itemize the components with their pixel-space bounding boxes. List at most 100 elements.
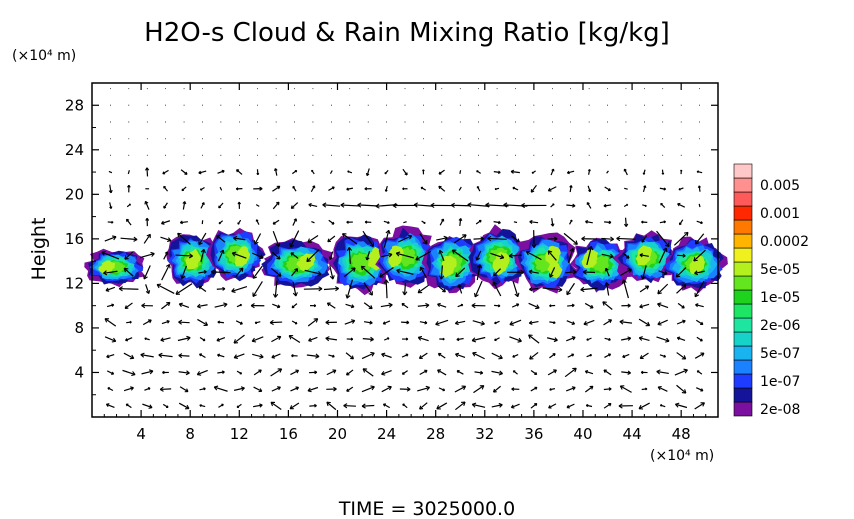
wind-vector [641, 220, 648, 224]
wind-vector [458, 218, 463, 226]
vector-shaft [549, 267, 556, 278]
vector-head [217, 353, 221, 357]
wind-vector [513, 221, 518, 224]
wind-vector [252, 265, 263, 279]
vector-head [129, 354, 135, 360]
wind-vector [292, 185, 297, 192]
vector-head [437, 369, 442, 374]
vector-shaft [345, 352, 354, 360]
vector-head [514, 292, 520, 298]
vector-head [450, 202, 455, 208]
wind-vector [178, 370, 190, 376]
vector-shaft [587, 185, 591, 192]
wind-vector [587, 169, 591, 175]
vector-shaft [366, 168, 370, 176]
wind-vector [530, 184, 537, 193]
wind-vector [328, 354, 335, 358]
wind-vector [251, 336, 264, 343]
cloud-core [101, 260, 116, 271]
vector-head [402, 291, 408, 296]
vector-shaft [125, 337, 133, 342]
vector-head [553, 369, 557, 374]
vector-head [350, 319, 356, 324]
vector-shaft [216, 288, 225, 290]
vector-head [438, 275, 445, 280]
vector-head [180, 274, 186, 280]
vector-head [657, 289, 662, 295]
vector-shaft [622, 353, 630, 358]
vector-head [665, 242, 670, 248]
vector-head [609, 253, 614, 259]
vector-head [657, 302, 662, 308]
vector-head [289, 243, 295, 248]
vector-head [497, 170, 501, 174]
wind-vector [586, 353, 593, 358]
wind-vector [127, 170, 130, 175]
wind-vector [621, 279, 629, 299]
x-tick-label: 44 [623, 425, 642, 443]
vector-head [357, 202, 362, 208]
vector-shaft [344, 319, 355, 325]
vector-head [221, 403, 224, 407]
wind-vector [417, 284, 430, 294]
vector-head [437, 302, 441, 308]
wind-vector [695, 303, 704, 308]
wind-vector [454, 385, 467, 393]
vector-head [681, 305, 685, 309]
vector-shaft [197, 304, 208, 308]
x-tick-label: 40 [573, 425, 592, 443]
vector-head [223, 302, 228, 308]
wind-vector [381, 252, 393, 258]
wind-vector [219, 186, 223, 191]
vector-shaft [616, 237, 636, 240]
wind-vector [272, 219, 280, 225]
vector-head [413, 202, 418, 208]
wind-vector [422, 169, 425, 175]
wind-vector [271, 386, 281, 392]
vector-shaft [104, 236, 117, 242]
wind-vector [402, 187, 408, 191]
wind-vector [622, 252, 630, 259]
vector-head [661, 172, 665, 175]
wind-vector [160, 337, 171, 342]
vector-head [682, 253, 686, 258]
wind-vector [104, 336, 117, 343]
vector-shaft [218, 202, 224, 209]
wind-vector [566, 336, 576, 342]
vector-shaft [436, 402, 448, 410]
wind-vector [145, 217, 150, 227]
wind-vector [419, 266, 427, 278]
wind-vector [492, 385, 501, 393]
wind-vector [548, 267, 556, 278]
vector-head [341, 233, 347, 238]
vector-head [619, 319, 624, 325]
vector-head [333, 386, 337, 392]
vector-head [657, 321, 662, 326]
vector-shaft [677, 337, 686, 342]
vector-shaft [639, 303, 650, 308]
wind-vector [603, 402, 612, 409]
wind-vector [508, 253, 522, 259]
vector-shaft [603, 204, 612, 207]
vector-head [124, 305, 129, 309]
wind-vector [237, 201, 241, 209]
vector-shaft [327, 302, 336, 309]
vector-head [438, 171, 442, 175]
x-tick-label: 24 [377, 425, 396, 443]
wind-vector [255, 204, 260, 207]
vector-head [196, 371, 202, 376]
vector-head [382, 403, 386, 407]
vector-shaft [601, 253, 614, 258]
vector-head [179, 220, 183, 225]
vector-head [430, 202, 435, 209]
vector-head [327, 238, 332, 243]
wind-vector [307, 318, 319, 327]
vector-head [485, 202, 490, 208]
vector-head [160, 337, 165, 342]
vector-head [694, 292, 700, 298]
vector-shaft [619, 321, 633, 324]
wind-vector [289, 402, 300, 410]
vector-head [313, 318, 319, 323]
vector-shaft [396, 252, 414, 259]
vector-shaft [126, 218, 132, 226]
